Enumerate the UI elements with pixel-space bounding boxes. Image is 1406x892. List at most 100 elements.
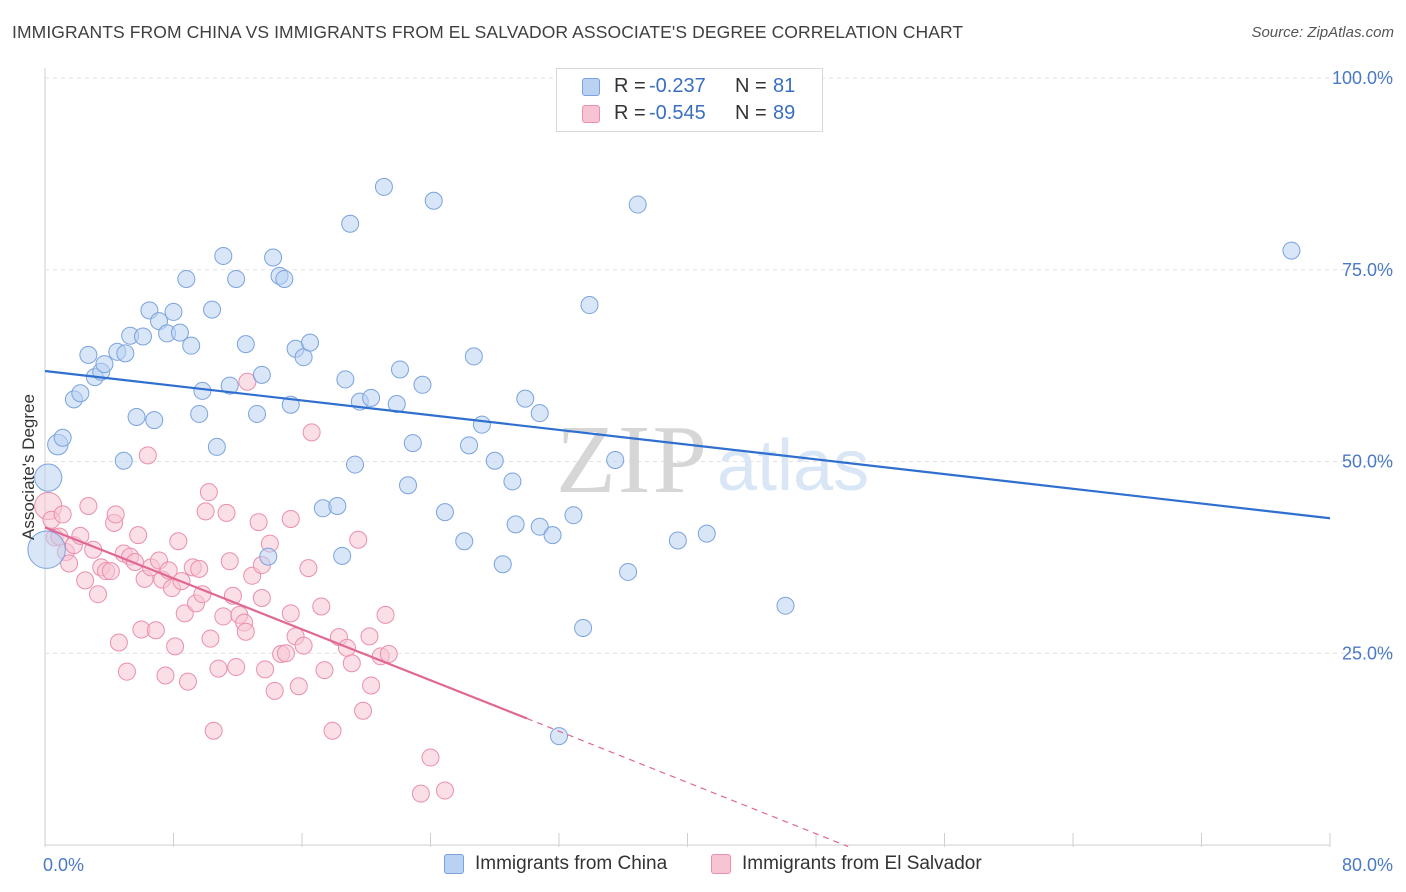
el-salvador-point <box>421 748 440 767</box>
china-point <box>193 381 212 400</box>
el-salvador-point <box>190 559 209 578</box>
china-point <box>133 327 152 346</box>
series-china-points <box>27 177 1301 746</box>
china-point <box>390 360 409 379</box>
china-point <box>114 451 133 470</box>
y-tick-label: 50.0% <box>1342 452 1393 472</box>
el-salvador-point <box>214 607 233 626</box>
el-salvador-point <box>204 721 223 740</box>
el-salvador-point <box>294 636 313 655</box>
legend-n-value: 89 <box>773 102 796 124</box>
el-salvador-point <box>354 701 373 720</box>
china-point <box>190 404 209 423</box>
china-point <box>227 269 246 288</box>
china-point <box>248 404 267 423</box>
el-salvador-point <box>276 644 295 663</box>
y-tick-label: 25.0% <box>1342 643 1393 663</box>
china-point <box>177 269 196 288</box>
china-point <box>333 546 352 565</box>
china-point <box>220 376 239 395</box>
china-point <box>236 335 255 354</box>
legend-swatch-china <box>582 78 600 96</box>
el-salvador-point <box>323 721 342 740</box>
series-el-salvador-points <box>34 372 454 803</box>
el-salvador-point <box>106 505 125 524</box>
china-point <box>628 195 647 214</box>
china-point <box>34 463 63 492</box>
china-point <box>472 415 491 434</box>
china-point <box>493 555 512 574</box>
watermark: ZIP atlas <box>556 406 869 514</box>
legend-swatch-salvador <box>582 105 600 123</box>
china-point <box>564 506 583 525</box>
china-point <box>145 411 164 430</box>
el-salvador-point <box>138 446 157 465</box>
china-point <box>182 336 201 355</box>
axes <box>44 68 1331 847</box>
china-point <box>503 472 522 491</box>
el-salvador-point <box>129 526 148 545</box>
china-point <box>619 562 638 581</box>
chart-title: IMMIGRANTS FROM CHINA VS IMMIGRANTS FROM… <box>12 22 964 42</box>
el-salvador-point <box>53 505 72 524</box>
china-point <box>413 375 432 394</box>
el-salvador-point <box>166 637 185 656</box>
china-point <box>435 503 454 522</box>
x-tick-labels: 0.0% 80.0% <box>43 855 1393 875</box>
el-salvador-point <box>101 562 120 581</box>
china-point <box>264 248 283 267</box>
china-point <box>697 524 716 543</box>
china-point <box>506 515 525 534</box>
x-tick-label: 0.0% <box>43 855 84 875</box>
legend: R = -0.237 N = 81 R = -0.545 N = 89 <box>556 68 823 132</box>
legend-r-value: -0.545 <box>649 102 706 124</box>
el-salvador-point <box>265 681 284 700</box>
el-salvador-point <box>252 589 271 608</box>
el-salvador-point <box>379 645 398 664</box>
el-salvador-point <box>281 510 300 529</box>
el-salvador-point <box>238 372 257 391</box>
china-point <box>543 526 562 545</box>
legend-r-value: -0.237 <box>649 75 706 97</box>
el-salvador-point <box>169 532 188 551</box>
el-salvador-point <box>156 666 175 685</box>
el-salvador-point <box>117 662 136 681</box>
china-point <box>116 344 135 363</box>
china-point <box>464 347 483 366</box>
y-tick-label: 75.0% <box>1342 260 1393 280</box>
el-salvador-point <box>349 530 368 549</box>
china-point <box>455 532 474 551</box>
el-salvador-point <box>196 502 215 521</box>
china-trendline <box>44 369 1331 520</box>
china-point <box>580 296 599 315</box>
legend-r-label: R = <box>614 75 646 97</box>
el-salvador-point <box>217 503 236 522</box>
el-salvador-point <box>312 597 331 616</box>
legend-n-value: 81 <box>773 75 796 97</box>
china-point <box>346 455 365 474</box>
el-salvador-point <box>315 661 334 680</box>
china-point <box>214 246 233 265</box>
china-point <box>95 355 114 374</box>
el-salvador-point <box>435 781 454 800</box>
el-salvador-trendline-extension <box>526 717 849 848</box>
china-point <box>53 428 72 447</box>
watermark-zip: ZIP <box>556 406 709 514</box>
china-point <box>550 727 568 746</box>
legend-n-label: N = <box>735 102 767 124</box>
china-point <box>252 365 271 384</box>
china-point <box>71 384 90 403</box>
source-label: Source: ZipAtlas.com <box>1251 24 1394 41</box>
el-salvador-point <box>289 677 308 696</box>
el-salvador-point <box>281 604 300 623</box>
china-point <box>516 389 535 408</box>
china-point <box>387 394 406 413</box>
y-axis-label: Associate's Degree <box>19 394 38 540</box>
watermark-atlas: atlas <box>717 426 869 506</box>
china-point <box>259 547 278 566</box>
china-point <box>776 596 795 615</box>
el-salvador-point <box>302 423 321 442</box>
el-salvador-point <box>342 654 361 673</box>
china-point <box>164 302 183 321</box>
el-salvador-point <box>236 622 255 641</box>
